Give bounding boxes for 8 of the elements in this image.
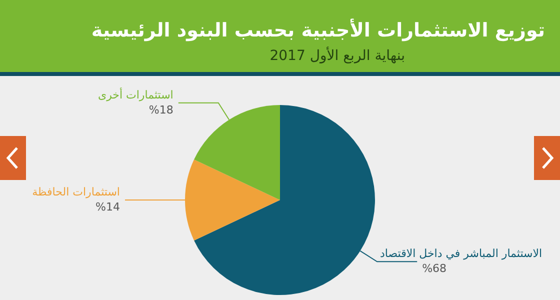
slice-label: استثمارات أخرى	[98, 87, 174, 102]
data-label: %18	[148, 103, 174, 116]
data-label: %68	[422, 262, 447, 276]
chart-subtitle: بنهاية الربع الأول 2017	[270, 46, 406, 64]
slice-label: الاستثمار المباشر في داخل الاقتصاد	[380, 247, 542, 260]
chart-title: توزيع الاستثمارات الأجنبية بحسب البنود الرئيسية	[91, 18, 546, 42]
data-label: %14	[96, 200, 120, 214]
slice-label: استثمارات الحافظة	[32, 186, 120, 198]
